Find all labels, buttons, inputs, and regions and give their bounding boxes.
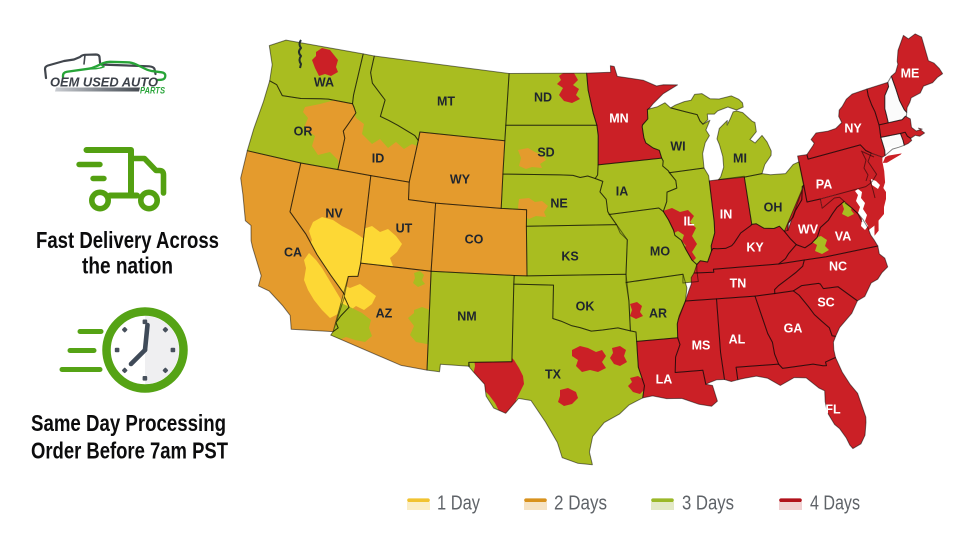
svg-text:GA: GA (784, 322, 803, 336)
svg-text:NY: NY (844, 122, 862, 136)
svg-text:LA: LA (656, 373, 673, 387)
svg-text:ND: ND (534, 91, 552, 105)
svg-text:NV: NV (325, 207, 343, 221)
svg-text:OEM USED AUTO: OEM USED AUTO (50, 76, 158, 90)
svg-text:Fast Delivery Across: Fast Delivery Across (36, 227, 219, 253)
svg-text:MO: MO (650, 245, 670, 259)
svg-text:the nation: the nation (82, 253, 173, 279)
svg-text:2 Days: 2 Days (554, 493, 607, 515)
svg-text:PA: PA (816, 178, 832, 192)
svg-text:IA: IA (616, 185, 629, 199)
svg-text:UT: UT (396, 222, 413, 236)
svg-text:AZ: AZ (376, 307, 393, 321)
svg-text:Order Before 7am PST: Order Before 7am PST (31, 438, 228, 464)
svg-text:WA: WA (314, 76, 334, 90)
svg-text:SD: SD (537, 146, 554, 160)
svg-text:MN: MN (609, 112, 628, 126)
svg-text:WV: WV (798, 223, 819, 237)
svg-text:3 Days: 3 Days (682, 493, 734, 515)
svg-text:CA: CA (284, 246, 302, 260)
svg-text:NE: NE (550, 197, 567, 211)
svg-text:ME: ME (901, 67, 920, 81)
svg-text:MI: MI (733, 152, 747, 166)
svg-text:TX: TX (545, 368, 562, 382)
svg-text:MT: MT (437, 95, 455, 109)
svg-text:WI: WI (670, 140, 685, 154)
svg-text:AR: AR (649, 307, 667, 321)
svg-text:NC: NC (829, 260, 847, 274)
svg-text:1 Day: 1 Day (437, 493, 480, 515)
svg-text:MS: MS (692, 339, 711, 353)
svg-text:4 Days: 4 Days (810, 493, 860, 515)
svg-text:NM: NM (457, 310, 476, 324)
svg-text:Same Day Processing: Same Day Processing (31, 410, 226, 436)
svg-text:AL: AL (729, 333, 746, 347)
svg-text:CO: CO (465, 233, 484, 247)
svg-text:OK: OK (576, 300, 595, 314)
svg-text:SC: SC (817, 296, 834, 310)
svg-text:KS: KS (561, 250, 578, 264)
svg-text:WY: WY (450, 173, 471, 187)
svg-text:OH: OH (764, 201, 783, 215)
svg-text:FL: FL (825, 403, 841, 417)
svg-text:ID: ID (372, 152, 385, 166)
svg-text:PARTS: PARTS (140, 86, 165, 96)
svg-text:IL: IL (683, 215, 694, 229)
svg-text:OR: OR (294, 125, 313, 139)
svg-text:KY: KY (746, 241, 764, 255)
svg-text:TN: TN (730, 277, 747, 291)
svg-text:VA: VA (835, 230, 851, 244)
svg-text:IN: IN (720, 208, 733, 222)
